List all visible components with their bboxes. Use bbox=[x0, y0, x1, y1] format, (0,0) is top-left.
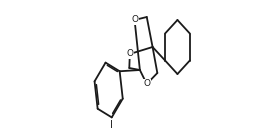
Text: O: O bbox=[143, 80, 150, 89]
Text: I: I bbox=[110, 120, 113, 130]
Text: O: O bbox=[131, 16, 138, 24]
Text: O: O bbox=[126, 50, 133, 58]
